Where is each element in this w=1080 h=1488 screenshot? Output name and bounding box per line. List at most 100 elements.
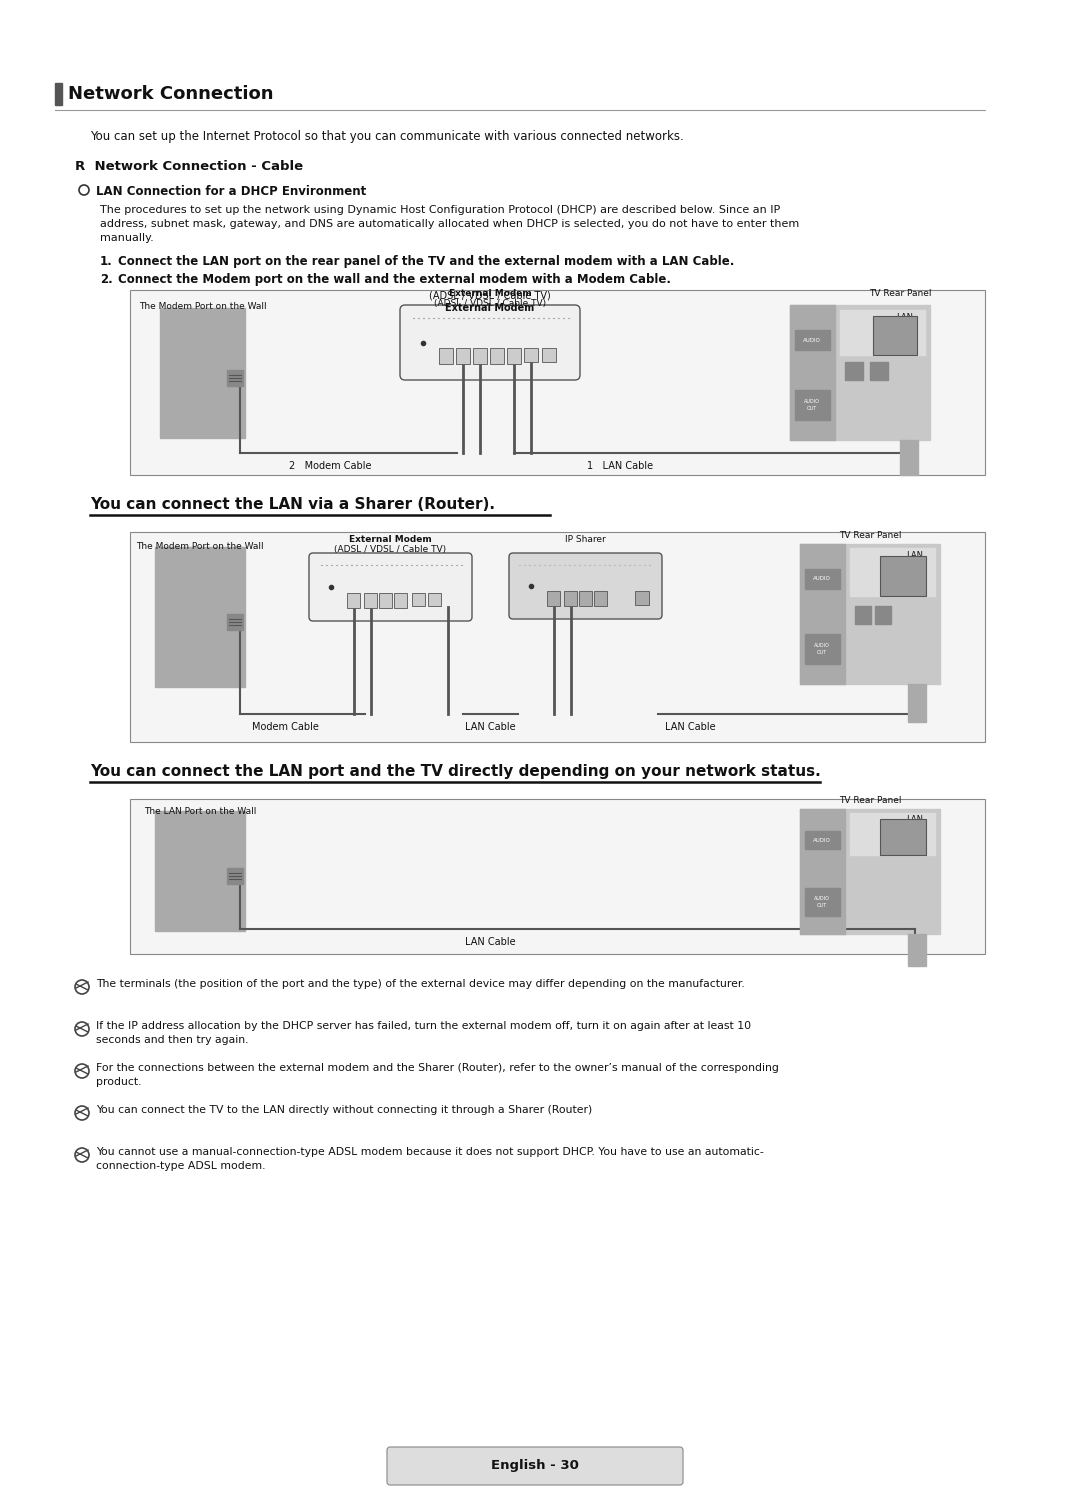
Bar [156,548,245,687]
Text: manually.: manually. [100,234,153,243]
FancyBboxPatch shape [579,591,592,606]
Bar [227,615,243,629]
Bar [805,888,840,917]
FancyBboxPatch shape [456,348,470,365]
Text: AUDIO
OUT: AUDIO OUT [814,643,829,655]
Text: (ADSL / VDSL / Cable TV): (ADSL / VDSL / Cable TV) [434,299,546,308]
Text: You can connect the LAN port and the TV directly depending on your network statu: You can connect the LAN port and the TV … [90,763,821,780]
Bar [130,799,985,954]
Bar [789,305,835,440]
FancyBboxPatch shape [379,594,392,609]
Bar [870,362,888,379]
Bar [160,308,245,437]
Bar [156,811,245,931]
Circle shape [75,981,89,994]
Bar [795,330,831,350]
Circle shape [75,1022,89,1036]
Circle shape [75,1064,89,1077]
Text: address, subnet mask, gateway, and DNS are automatically allocated when DHCP is : address, subnet mask, gateway, and DNS a… [100,219,799,229]
Text: You can connect the TV to the LAN directly without connecting it through a Share: You can connect the TV to the LAN direct… [96,1106,592,1115]
Text: TV Rear Panel: TV Rear Panel [868,289,931,298]
Text: External Modem: External Modem [445,304,535,312]
FancyBboxPatch shape [473,348,487,365]
FancyBboxPatch shape [873,315,917,356]
Text: 1   LAN Cable: 1 LAN Cable [586,461,653,472]
Bar [805,634,840,664]
Text: English - 30: English - 30 [491,1460,579,1473]
Text: LAN: LAN [906,552,923,561]
Bar [805,830,840,850]
Bar [789,305,930,440]
Text: You cannot use a manual-connection-type ADSL modem because it does not support D: You cannot use a manual-connection-type … [96,1147,764,1171]
Bar [850,548,935,597]
Text: The Modem Port on the Wall: The Modem Port on the Wall [138,302,267,311]
Text: External Modem: External Modem [349,536,431,545]
FancyBboxPatch shape [490,348,504,365]
Bar [908,934,926,966]
Text: The LAN Port on the Wall: The LAN Port on the Wall [144,806,256,815]
Text: Network Connection: Network Connection [68,85,273,103]
Bar [800,545,940,684]
Text: LAN: LAN [896,312,914,321]
Text: The terminals (the position of the port and the type) of the external device may: The terminals (the position of the port … [96,979,745,990]
Bar [805,568,840,589]
FancyBboxPatch shape [546,591,561,606]
FancyBboxPatch shape [400,305,580,379]
FancyBboxPatch shape [509,554,662,619]
FancyBboxPatch shape [394,594,407,609]
Text: You can connect the LAN via a Sharer (Router).: You can connect the LAN via a Sharer (Ro… [90,497,495,512]
Text: The Modem Port on the Wall: The Modem Port on the Wall [136,542,264,551]
Circle shape [75,1149,89,1162]
FancyBboxPatch shape [438,348,453,365]
FancyBboxPatch shape [411,594,426,606]
FancyBboxPatch shape [524,348,538,362]
FancyBboxPatch shape [594,591,607,606]
Circle shape [79,185,89,195]
Bar [55,83,62,106]
Text: Connect the LAN port on the rear panel of the TV and the external modem with a L: Connect the LAN port on the rear panel o… [118,254,734,268]
Text: TV Rear Panel: TV Rear Panel [839,796,901,805]
Text: If the IP address allocation by the DHCP server has failed, turn the external mo: If the IP address allocation by the DHCP… [96,1021,751,1045]
Bar [850,812,935,856]
Bar [900,440,918,475]
Text: LAN Cable: LAN Cable [464,722,515,732]
Text: LAN Cable: LAN Cable [464,937,515,946]
Text: R  Network Connection - Cable: R Network Connection - Cable [75,161,303,173]
FancyBboxPatch shape [880,818,926,856]
Text: TV Rear Panel: TV Rear Panel [839,531,901,540]
Text: (ADSL / VDSL / Cable TV): (ADSL / VDSL / Cable TV) [429,292,551,301]
FancyBboxPatch shape [347,594,360,609]
Bar [800,809,845,934]
FancyBboxPatch shape [542,348,556,362]
FancyBboxPatch shape [564,591,577,606]
Bar [908,684,926,722]
Bar [840,310,924,356]
Text: AUDIO
OUT: AUDIO OUT [814,896,829,908]
FancyBboxPatch shape [507,348,521,365]
Text: External Modem: External Modem [448,289,531,298]
FancyBboxPatch shape [387,1446,683,1485]
FancyBboxPatch shape [364,594,377,609]
Bar [227,868,243,884]
Text: Modem Cable: Modem Cable [252,722,319,732]
Bar [800,809,940,934]
Text: AUDIO: AUDIO [813,838,831,842]
Text: LAN Connection for a DHCP Environment: LAN Connection for a DHCP Environment [96,185,366,198]
Text: The procedures to set up the network using Dynamic Host Configuration Protocol (: The procedures to set up the network usi… [100,205,780,214]
Bar [227,371,243,385]
Bar [130,290,985,475]
Bar [875,606,891,623]
Bar [795,390,831,420]
FancyBboxPatch shape [309,554,472,620]
Text: AUDIO: AUDIO [813,576,831,582]
Text: AUDIO: AUDIO [804,338,821,342]
Text: 2.: 2. [100,272,112,286]
Text: For the connections between the external modem and the Sharer (Router), refer to: For the connections between the external… [96,1062,779,1088]
Text: (ADSL / VDSL / Cable TV): (ADSL / VDSL / Cable TV) [334,545,446,554]
Text: Connect the Modem port on the wall and the external modem with a Modem Cable.: Connect the Modem port on the wall and t… [118,272,671,286]
Text: AUDIO
OUT: AUDIO OUT [805,399,820,411]
FancyBboxPatch shape [428,594,441,606]
Text: IP Sharer: IP Sharer [565,536,606,545]
Text: LAN Cable: LAN Cable [664,722,715,732]
Text: 2   Modem Cable: 2 Modem Cable [288,461,372,472]
